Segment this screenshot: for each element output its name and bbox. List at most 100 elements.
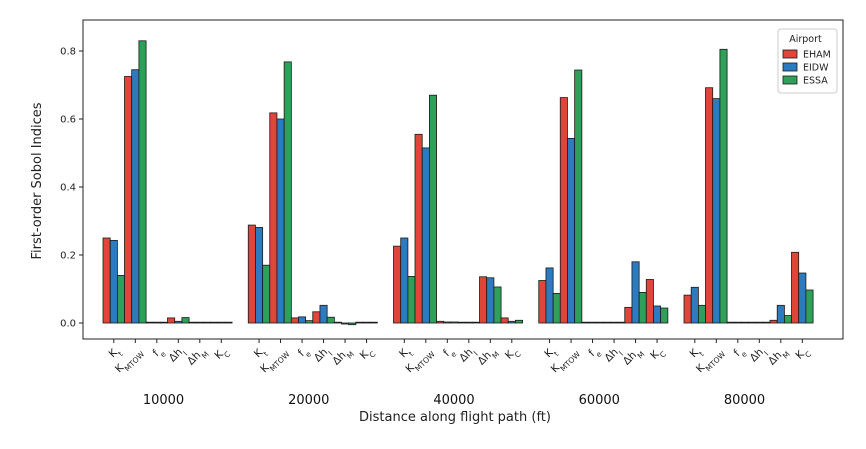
bar-essa [698,304,707,324]
x-tick-label: fe [586,344,603,361]
legend-label-eidw: EIDW [803,63,829,74]
bar-eidw [152,321,161,324]
bar-eidw [733,321,742,324]
bar-eham [769,319,778,324]
bar-essa [805,289,814,324]
bar-eidw [319,304,328,324]
x-tick-label: Kt [542,345,560,363]
y-tick-label: 0.6 [60,115,76,126]
bar-eham [500,317,509,324]
bar-eidw [631,261,640,324]
x-tick-label: ΔhM [621,345,646,370]
bar-essa [450,321,459,324]
bar-eham [559,97,568,324]
bar-essa [660,307,669,324]
bar-eham [102,237,111,324]
group-label: 40000 [433,393,474,408]
bar-eidw [545,267,554,324]
legend-swatch-eidw [782,62,798,72]
x-tick-label: ΔhM [476,345,501,370]
bar-eham [436,320,445,324]
bar-eham [645,279,654,324]
bar-eidw [362,321,371,324]
y-axis-title: First-order Sobol Indices [30,102,45,259]
y-tick-label: 0.4 [60,183,76,194]
x-tick-label: fe [732,344,749,361]
bar-eidw [400,237,409,324]
x-tick-label: KC [648,345,668,365]
bar-essa [515,319,524,324]
legend-swatch-essa [782,75,798,85]
bar-eidw [443,321,452,324]
group-label: 10000 [143,393,184,408]
x-tick-label: KC [358,345,378,365]
bar-essa [202,321,211,324]
y-tick-label: 0.0 [60,319,76,330]
bar-eidw [421,147,430,324]
legend: Airport EHAM EIDW ESSA [777,28,838,94]
legend-label-essa: ESSA [803,76,828,87]
bar-essa [224,321,233,324]
bar-eham [355,321,364,324]
bar-eham [333,321,342,324]
bar-eidw [653,305,662,324]
bar-eham [247,224,256,324]
bar-eidw [610,321,619,324]
bar-eham [581,321,590,324]
bar-essa [741,321,750,324]
bar-eidw [798,272,807,324]
x-tick-label: fe [151,344,168,361]
bar-eham [705,87,714,324]
bar-eidw [690,286,699,324]
bar-eidw [755,321,764,324]
bar-essa [471,321,480,324]
bar-essa [283,61,292,324]
x-tick-label: fe [296,344,313,361]
bar-essa [638,291,647,324]
bar-essa [181,317,190,324]
bar-eham [188,321,197,324]
x-tick-label: Kt [687,345,705,363]
bar-essa [326,316,335,324]
x-tick-label: ΔhM [185,345,210,370]
x-tick-label: Δhl [312,345,334,367]
x-tick-label: Δhl [602,345,624,367]
bar-essa [159,321,168,324]
x-tick-label: KC [212,345,232,365]
bar-eham [414,133,423,324]
bar-eidw [174,320,183,324]
group-label: 20000 [288,393,329,408]
bar-essa [719,48,728,324]
bar-eidw [109,239,118,324]
bar-eham [457,321,466,324]
x-tick-label: ΔhM [330,345,355,370]
bar-eham [124,76,133,324]
bar-essa [595,321,604,324]
bar-eidw [712,98,721,324]
bar-eidw [588,321,597,324]
bar-essa [369,321,378,324]
x-tick-label: Δhl [748,345,770,367]
bar-eidw [341,322,350,325]
bar-eidw [276,118,285,324]
y-tick-label: 0.2 [60,251,76,262]
bar-eham [683,294,692,324]
bar-eham [726,321,735,324]
bar-eidw [464,321,473,324]
bar-eidw [195,321,204,324]
bar-eham [393,245,402,324]
bar-eidw [217,321,226,324]
bar-eham [145,321,154,324]
legend-label-eham: EHAM [803,50,831,61]
bar-eham [748,321,757,324]
bar-essa [305,320,314,324]
x-tick-label: Kt [397,345,415,363]
bar-eidw [507,320,516,324]
x-tick-label: Kt [252,345,270,363]
x-tick-label: Δhl [457,345,479,367]
bar-essa [348,322,357,326]
bar-essa [617,321,626,324]
bar-essa [493,286,502,324]
